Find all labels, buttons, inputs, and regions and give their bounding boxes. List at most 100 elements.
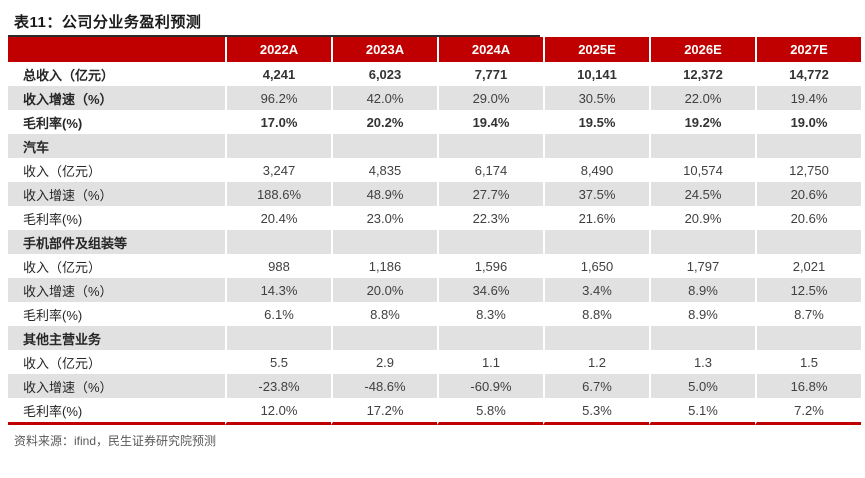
cell-value: 5.0% — [649, 374, 755, 398]
cell-value: 3,247 — [225, 158, 331, 182]
table-row: 收入增速（%） 14.3% 20.0% 34.6% 3.4% 8.9% 12.5% — [8, 278, 861, 302]
cell-value: 3.4% — [543, 278, 649, 302]
cell-value: 8.3% — [437, 302, 543, 326]
cell-value: 12.0% — [225, 398, 331, 425]
cell-value: 8.9% — [649, 302, 755, 326]
cell-value — [331, 134, 437, 158]
cell-value — [755, 230, 861, 254]
cell-value: 30.5% — [543, 86, 649, 110]
cell-value: 20.9% — [649, 206, 755, 230]
cell-value: 10,141 — [543, 62, 649, 86]
cell-value: 20.4% — [225, 206, 331, 230]
cell-value: 14.3% — [225, 278, 331, 302]
cell-value: 8.9% — [649, 278, 755, 302]
cell-value: 34.6% — [437, 278, 543, 302]
cell-value: -23.8% — [225, 374, 331, 398]
cell-value: 20.6% — [755, 182, 861, 206]
cell-value — [225, 134, 331, 158]
cell-value: 4,835 — [331, 158, 437, 182]
cell-value: 20.2% — [331, 110, 437, 134]
source-note: 资料来源：ifind，民生证券研究院预测 — [14, 434, 217, 448]
cell-value: 4,241 — [225, 62, 331, 86]
table-row: 收入增速（%） -23.8% -48.6% -60.9% 6.7% 5.0% 16.8% — [8, 374, 861, 398]
cell-value — [437, 230, 543, 254]
cell-value: 1.3 — [649, 350, 755, 374]
cell-value: 6.7% — [543, 374, 649, 398]
cell-value: 20.6% — [755, 206, 861, 230]
row-label: 毛利率(%) — [8, 398, 225, 425]
table-row: 收入增速（%） 96.2% 42.0% 29.0% 30.5% 22.0% 19.4% — [8, 86, 861, 110]
row-label: 收入（亿元） — [8, 254, 225, 278]
cell-value: 24.5% — [649, 182, 755, 206]
cell-value: 12,750 — [755, 158, 861, 182]
table-row: 毛利率(%) 20.4% 23.0% 22.3% 21.6% 20.9% 20.6% — [8, 206, 861, 230]
column-header: 2025E — [543, 37, 649, 62]
table-top-rule — [8, 35, 540, 37]
cell-value: 188.6% — [225, 182, 331, 206]
table-row: 收入（亿元） 988 1,186 1,596 1,650 1,797 2,021 — [8, 254, 861, 278]
section-label: 其他主营业务 — [8, 326, 225, 350]
cell-value — [543, 326, 649, 350]
row-label: 毛利率(%) — [8, 302, 225, 326]
cell-value: 17.0% — [225, 110, 331, 134]
cell-value: 7,771 — [437, 62, 543, 86]
cell-value: 5.8% — [437, 398, 543, 425]
cell-value — [649, 326, 755, 350]
cell-value: 48.9% — [331, 182, 437, 206]
cell-value: 5.3% — [543, 398, 649, 425]
table-row: 毛利率(%) 12.0% 17.2% 5.8% 5.3% 5.1% 7.2% — [8, 398, 861, 425]
row-label: 收入增速（%） — [8, 182, 225, 206]
cell-value: 21.6% — [543, 206, 649, 230]
cell-value: -48.6% — [331, 374, 437, 398]
row-label-header — [8, 37, 225, 62]
table-row: 总收入（亿元） 4,241 6,023 7,771 10,141 12,372 14,772 — [8, 62, 861, 86]
row-label: 收入（亿元） — [8, 158, 225, 182]
cell-value: 42.0% — [331, 86, 437, 110]
section-label: 汽车 — [8, 134, 225, 158]
cell-value: 12.5% — [755, 278, 861, 302]
cell-value: 988 — [225, 254, 331, 278]
cell-value — [437, 134, 543, 158]
section-label: 手机部件及组装等 — [8, 230, 225, 254]
cell-value: 19.0% — [755, 110, 861, 134]
table-row: 收入增速（%） 188.6% 48.9% 27.7% 37.5% 24.5% 20.6% — [8, 182, 861, 206]
column-header: 2023A — [331, 37, 437, 62]
cell-value: 16.8% — [755, 374, 861, 398]
row-label: 总收入（亿元） — [8, 62, 225, 86]
cell-value — [331, 230, 437, 254]
cell-value: 8.7% — [755, 302, 861, 326]
cell-value — [755, 134, 861, 158]
cell-value: 1.5 — [755, 350, 861, 374]
cell-value: 10,574 — [649, 158, 755, 182]
column-header: 2027E — [755, 37, 861, 62]
cell-value: 20.0% — [331, 278, 437, 302]
cell-value: 8.8% — [331, 302, 437, 326]
row-label: 收入增速（%） — [8, 374, 225, 398]
row-label: 收入（亿元） — [8, 350, 225, 374]
column-header: 2024A — [437, 37, 543, 62]
row-label: 毛利率(%) — [8, 110, 225, 134]
cell-value: 96.2% — [225, 86, 331, 110]
cell-value: 37.5% — [543, 182, 649, 206]
cell-value — [225, 230, 331, 254]
cell-value: 1,650 — [543, 254, 649, 278]
section-row: 手机部件及组装等 — [8, 230, 861, 254]
cell-value — [543, 134, 649, 158]
row-label: 收入增速（%） — [8, 86, 225, 110]
cell-value: 6,023 — [331, 62, 437, 86]
cell-value: 19.5% — [543, 110, 649, 134]
column-header: 2022A — [225, 37, 331, 62]
cell-value: 5.1% — [649, 398, 755, 425]
header-row: 2022A 2023A 2024A 2025E 2026E 2027E — [8, 37, 861, 62]
cell-value: 23.0% — [331, 206, 437, 230]
cell-value: 1,186 — [331, 254, 437, 278]
cell-value: 17.2% — [331, 398, 437, 425]
cell-value: 19.4% — [437, 110, 543, 134]
cell-value: 1.2 — [543, 350, 649, 374]
cell-value — [755, 326, 861, 350]
cell-value: -60.9% — [437, 374, 543, 398]
table-title: 表11：公司分业务盈利预测 — [14, 14, 202, 31]
cell-value: 5.5 — [225, 350, 331, 374]
cell-value: 29.0% — [437, 86, 543, 110]
table-row: 收入（亿元） 3,247 4,835 6,174 8,490 10,574 12,750 — [8, 158, 861, 182]
